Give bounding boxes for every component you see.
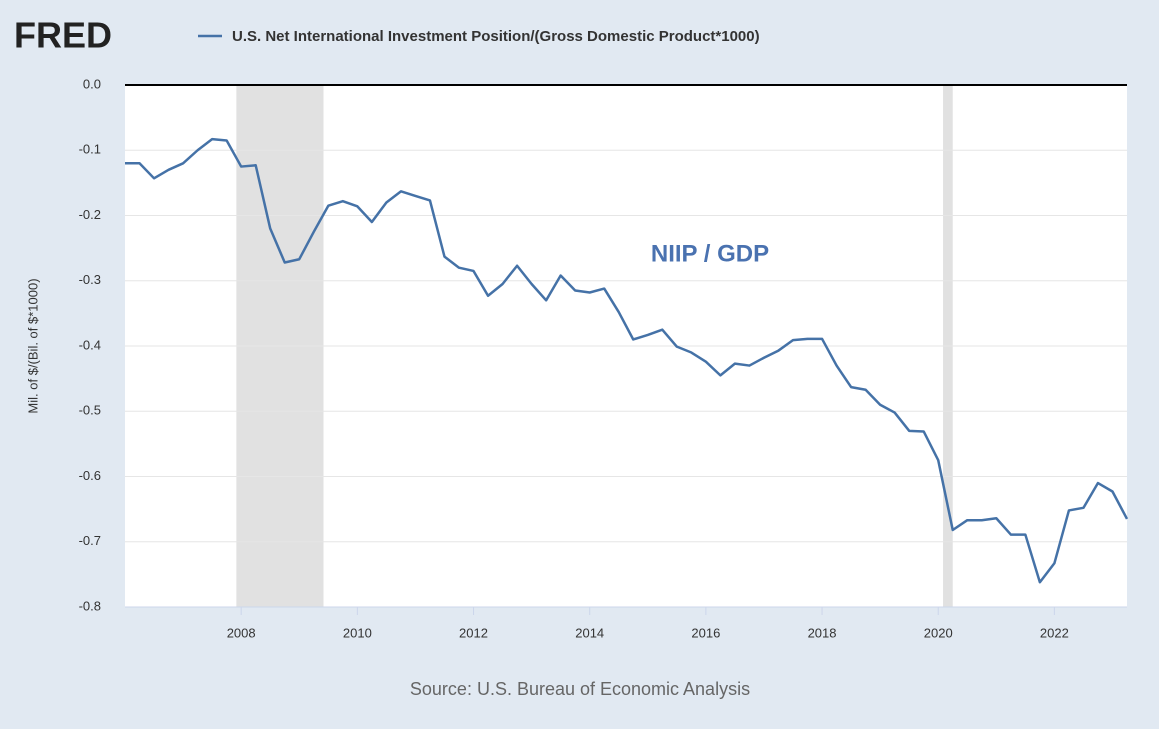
y-tick-label: -0.5 — [79, 403, 101, 418]
y-tick-label: -0.6 — [79, 468, 101, 483]
y-tick-label: -0.1 — [79, 142, 101, 157]
x-tick-label: 2012 — [459, 625, 488, 640]
y-tick-label: -0.4 — [79, 337, 101, 352]
logo: FRED — [14, 15, 112, 56]
x-tick-label: 2008 — [227, 625, 256, 640]
source: Source: U.S. Bureau of Economic Analysis — [410, 679, 750, 699]
y-tick-label: -0.8 — [79, 598, 101, 613]
x-tick-label: 2016 — [691, 625, 720, 640]
y-tick-label: -0.3 — [79, 272, 101, 287]
x-tick-label: 2022 — [1040, 625, 1069, 640]
y-axis-label: Mil. of $/(Bil. of $*1000) — [25, 278, 40, 413]
y-tick-label: -0.2 — [79, 207, 101, 222]
x-tick-label: 2018 — [808, 625, 837, 640]
x-tick-label: 2020 — [924, 625, 953, 640]
y-tick-label: 0.0 — [83, 76, 101, 91]
series-line — [125, 137, 1129, 584]
legend-label: U.S. Net International Investment Positi… — [232, 28, 760, 45]
annotation: NIIP / GDP — [651, 240, 769, 267]
y-tick-label: -0.7 — [79, 533, 101, 548]
x-tick-label: 2010 — [343, 625, 372, 640]
x-tick-label: 2014 — [575, 625, 604, 640]
